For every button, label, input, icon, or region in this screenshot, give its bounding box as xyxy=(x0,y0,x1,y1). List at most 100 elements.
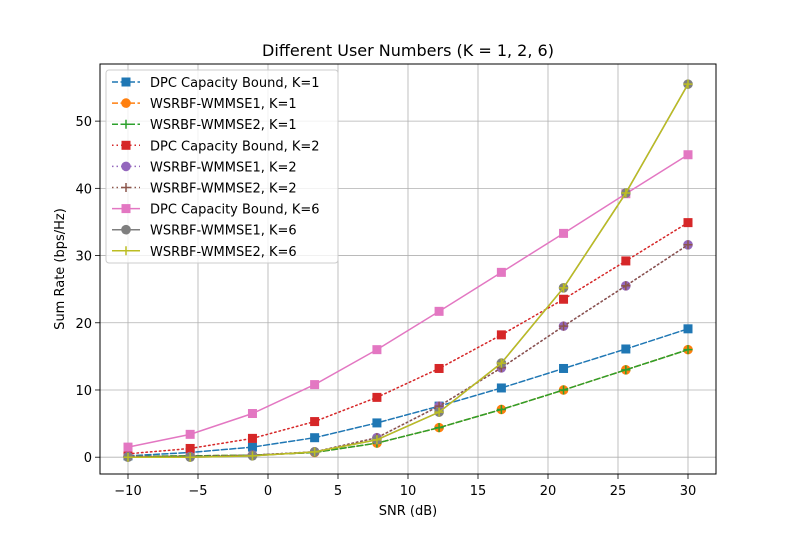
x-tick-label: 15 xyxy=(470,484,487,499)
data-point-marker xyxy=(185,452,195,462)
data-point-marker xyxy=(310,380,320,390)
legend-label: DPC Capacity Bound, K=1 xyxy=(150,76,320,91)
data-point-marker xyxy=(123,452,133,462)
legend-label: DPC Capacity Bound, K=6 xyxy=(150,203,320,218)
data-point-marker xyxy=(434,407,444,417)
data-point-marker xyxy=(185,443,195,453)
legend-marker-swatch xyxy=(121,98,131,108)
data-point-marker xyxy=(372,418,382,428)
data-point-marker xyxy=(185,429,195,439)
x-tick-label: 25 xyxy=(610,484,627,499)
data-point-marker xyxy=(310,433,320,443)
data-point-marker xyxy=(559,283,569,293)
legend-label: WSRBF-WMMSE2, K=1 xyxy=(150,118,297,133)
series-line xyxy=(127,348,689,458)
data-point-marker xyxy=(434,306,444,316)
data-point-marker xyxy=(496,383,506,393)
y-tick-label: 50 xyxy=(75,115,92,130)
legend-label: WSRBF-WMMSE2, K=6 xyxy=(150,245,297,260)
legend-entry: WSRBF-WMMSE1, K=6 xyxy=(112,224,297,239)
data-point-marker xyxy=(496,267,506,277)
x-tick-label: 10 xyxy=(400,484,417,499)
legend: DPC Capacity Bound, K=1 WSRBF-WMMSE1, K=1… xyxy=(105,69,339,264)
legend-entry: DPC Capacity Bound, K=6 xyxy=(112,203,320,218)
data-point-marker xyxy=(559,294,569,304)
data-point-marker xyxy=(683,79,693,89)
data-point-marker xyxy=(372,392,382,402)
data-point-marker xyxy=(496,330,506,340)
series-line xyxy=(127,153,689,448)
data-point-marker xyxy=(247,442,257,452)
legend-entry: WSRBF-WMMSE1, K=2 xyxy=(112,160,297,175)
data-point-marker xyxy=(247,451,257,461)
legend-label: WSRBF-WMMSE1, K=6 xyxy=(150,224,297,239)
legend-label: WSRBF-WMMSE1, K=1 xyxy=(150,97,297,112)
data-point-marker xyxy=(683,345,693,355)
data-point-marker xyxy=(683,218,693,228)
legend-marker-swatch xyxy=(121,183,131,192)
data-point-marker xyxy=(496,404,506,414)
data-point-marker xyxy=(621,188,631,198)
y-axis-label: Sum Rate (bps/Hz) xyxy=(53,208,68,330)
series-line xyxy=(127,221,689,455)
x-tick-label: 20 xyxy=(540,484,557,499)
data-point-marker xyxy=(683,240,693,250)
y-tick-label: 40 xyxy=(75,182,92,197)
legend-marker-swatch xyxy=(121,119,131,129)
x-tick-label: 5 xyxy=(334,484,342,499)
legend-marker-swatch xyxy=(121,140,131,150)
data-point-marker xyxy=(310,417,320,427)
series-7 xyxy=(123,150,693,452)
y-tick-label: 0 xyxy=(84,451,92,466)
data-point-marker xyxy=(372,435,382,445)
data-point-marker xyxy=(621,344,631,354)
data-point-marker xyxy=(621,256,631,266)
y-tick-label: 30 xyxy=(75,250,92,265)
x-tick-label: 30 xyxy=(680,484,697,499)
data-point-marker xyxy=(310,447,320,457)
legend-marker-swatch xyxy=(121,224,131,235)
legend-label: WSRBF-WMMSE2, K=2 xyxy=(150,182,297,197)
x-tick-label: 0 xyxy=(264,484,272,499)
data-point-marker xyxy=(559,363,569,373)
legend-entry: DPC Capacity Bound, K=1 xyxy=(112,76,320,91)
data-point-marker xyxy=(559,321,569,331)
data-point-marker xyxy=(683,324,693,334)
data-point-marker xyxy=(559,385,569,395)
chart-title: Different User Numbers (K = 1, 2, 6) xyxy=(262,41,554,60)
legend-entry: DPC Capacity Bound, K=2 xyxy=(112,139,320,154)
legend-entry: WSRBF-WMMSE2, K=1 xyxy=(112,118,297,133)
legend-marker-swatch xyxy=(121,77,131,87)
legend-entry: WSRBF-WMMSE2, K=2 xyxy=(112,182,297,197)
x-tick-label: −5 xyxy=(188,484,207,499)
data-point-marker xyxy=(247,433,257,443)
legend-marker-swatch xyxy=(121,161,131,172)
x-tick-label: −10 xyxy=(114,484,141,499)
series-line xyxy=(127,244,689,458)
x-axis-label: SNR (dB) xyxy=(379,504,437,519)
data-point-marker xyxy=(247,409,257,419)
data-point-marker xyxy=(683,150,693,160)
data-point-marker xyxy=(621,365,631,375)
legend-label: DPC Capacity Bound, K=2 xyxy=(150,139,320,154)
data-series xyxy=(123,79,693,462)
legend-box xyxy=(105,69,339,264)
legend-marker-swatch xyxy=(121,204,131,214)
data-point-marker xyxy=(123,442,133,452)
axis-ticks: −10 −5 0 5 10 15 20 25 30 0 10 20 30 40 50 xyxy=(75,115,696,499)
data-point-marker xyxy=(621,281,631,291)
data-point-marker xyxy=(434,363,444,373)
y-tick-label: 20 xyxy=(75,317,92,332)
data-point-marker xyxy=(434,423,444,433)
legend-entry: WSRBF-WMMSE1, K=1 xyxy=(112,97,297,112)
series-9 xyxy=(123,79,693,462)
data-point-marker xyxy=(496,358,506,368)
legend-marker-swatch xyxy=(121,246,131,256)
legend-entry: WSRBF-WMMSE2, K=6 xyxy=(112,245,297,260)
legend-label: WSRBF-WMMSE1, K=2 xyxy=(150,160,297,175)
y-tick-label: 10 xyxy=(75,384,92,399)
series-line xyxy=(127,83,689,458)
series-line xyxy=(127,328,689,457)
data-point-marker xyxy=(372,345,382,355)
